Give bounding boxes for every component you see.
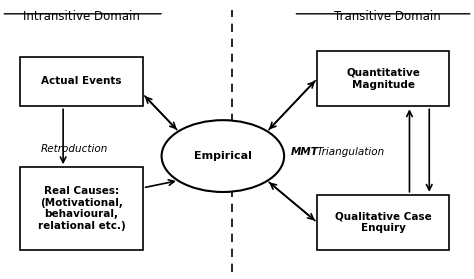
Text: Retroduction: Retroduction (41, 144, 108, 154)
FancyBboxPatch shape (317, 195, 449, 250)
Text: Empirical: Empirical (194, 151, 252, 161)
Text: Transitive Domain: Transitive Domain (335, 10, 441, 23)
FancyBboxPatch shape (20, 57, 143, 106)
Text: Actual Events: Actual Events (41, 76, 122, 86)
Text: MMT: MMT (291, 147, 319, 157)
Text: Real Causes:
(Motivational,
behavioural,
relational etc.): Real Causes: (Motivational, behavioural,… (37, 186, 125, 231)
FancyBboxPatch shape (317, 51, 449, 106)
Circle shape (162, 120, 284, 192)
Text: Triangulation: Triangulation (316, 147, 384, 157)
Text: Intransitive Domain: Intransitive Domain (23, 10, 140, 23)
Text: Quantitative
Magnitude: Quantitative Magnitude (346, 68, 420, 90)
Text: Qualitative Case
Enquiry: Qualitative Case Enquiry (335, 211, 431, 233)
FancyBboxPatch shape (20, 167, 143, 250)
